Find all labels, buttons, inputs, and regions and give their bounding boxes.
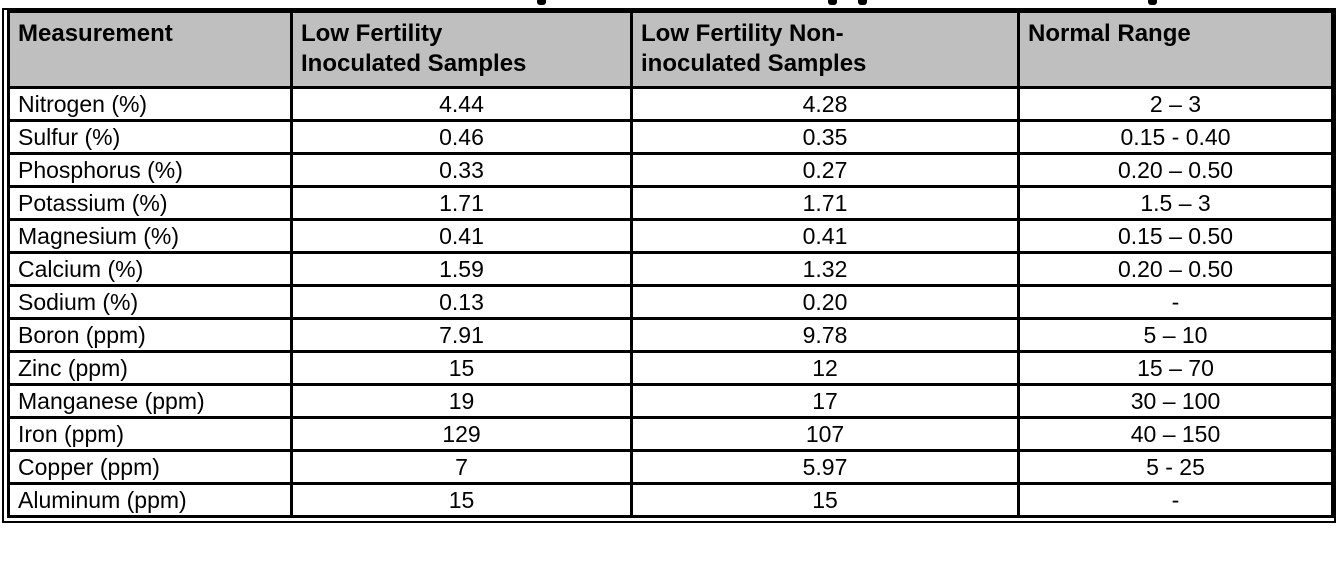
value-cell: 0.41 xyxy=(630,218,1020,254)
table-row: Nitrogen (%) 4.44 4.28 2 – 3 xyxy=(7,86,1334,122)
value-cell: 0.20 – 0.50 xyxy=(1017,152,1334,188)
measurement-cell: Magnesium (%) xyxy=(7,218,293,254)
value-cell: 5.97 xyxy=(630,449,1020,485)
table-row: Magnesium (%) 0.41 0.41 0.15 – 0.50 xyxy=(7,218,1334,254)
value-cell: 1.59 xyxy=(290,251,633,287)
column-header-line: Inoculated Samples xyxy=(301,50,527,77)
value-cell: 5 - 25 xyxy=(1017,449,1334,485)
value-cell: 1.71 xyxy=(630,185,1020,221)
value-cell: 0.33 xyxy=(290,152,633,188)
value-cell: 0.15 - 0.40 xyxy=(1017,119,1334,155)
value-cell: 0.27 xyxy=(630,152,1020,188)
value-cell: - xyxy=(1017,482,1334,518)
measurement-cell: Calcium (%) xyxy=(7,251,293,287)
value-cell: 0.15 – 0.50 xyxy=(1017,218,1334,254)
measurement-cell: Potassium (%) xyxy=(7,185,293,221)
column-header-line: Normal Range xyxy=(1028,20,1191,47)
value-cell: 0.41 xyxy=(290,218,633,254)
measurement-cell: Boron (ppm) xyxy=(7,317,293,353)
value-cell: 1.32 xyxy=(630,251,1020,287)
column-header-line: inoculated Samples xyxy=(641,50,867,77)
value-cell: 1.5 – 3 xyxy=(1017,185,1334,221)
value-cell: 107 xyxy=(630,416,1020,452)
value-cell: 0.35 xyxy=(630,119,1020,155)
value-cell: 7 xyxy=(290,449,633,485)
column-header-measurement: Measurement xyxy=(7,10,293,89)
value-cell: 12 xyxy=(630,350,1020,386)
measurement-cell: Nitrogen (%) xyxy=(7,86,293,122)
value-cell: 1.71 xyxy=(290,185,633,221)
value-cell: 0.13 xyxy=(290,284,633,320)
value-cell: 0.20 xyxy=(630,284,1020,320)
value-cell: 7.91 xyxy=(290,317,633,353)
column-header-line: Low Fertility Non- xyxy=(641,20,844,47)
column-header-low-fertility-non-inoculated: Low Fertility Non- inoculated Samples xyxy=(630,10,1020,89)
value-cell: 30 – 100 xyxy=(1017,383,1334,419)
value-cell: 4.28 xyxy=(630,86,1020,122)
measurement-cell: Iron (ppm) xyxy=(7,416,293,452)
clipped-title-descender-mark xyxy=(828,0,837,5)
value-cell: 5 – 10 xyxy=(1017,317,1334,353)
table-row: Calcium (%) 1.59 1.32 0.20 – 0.50 xyxy=(7,251,1334,287)
table-row: Zinc (ppm) 15 12 15 – 70 xyxy=(7,350,1334,386)
value-cell: 2 – 3 xyxy=(1017,86,1334,122)
clipped-title-descender-mark xyxy=(1148,0,1157,5)
value-cell: 9.78 xyxy=(630,317,1020,353)
measurement-cell: Sodium (%) xyxy=(7,284,293,320)
column-header-line: Low Fertility xyxy=(301,20,443,47)
table-row: Iron (ppm) 129 107 40 – 150 xyxy=(7,416,1334,452)
table-row: Phosphorus (%) 0.33 0.27 0.20 – 0.50 xyxy=(7,152,1334,188)
column-header-line: Measurement xyxy=(18,20,173,47)
table-body: Nitrogen (%) 4.44 4.28 2 – 3 Sulfur (%) 0.46 0… xyxy=(7,86,1334,518)
value-cell: 129 xyxy=(290,416,633,452)
clipped-title-descender-mark xyxy=(537,0,546,5)
table-row: Copper (ppm) 7 5.97 5 - 25 xyxy=(7,449,1334,485)
table-row: Potassium (%) 1.71 1.71 1.5 – 3 xyxy=(7,185,1334,221)
measurement-cell: Sulfur (%) xyxy=(7,119,293,155)
value-cell: 19 xyxy=(290,383,633,419)
column-header-normal-range: Normal Range xyxy=(1017,10,1334,89)
table-row: Aluminum (ppm) 15 15- xyxy=(7,482,1334,518)
value-cell: 0.46 xyxy=(290,119,633,155)
measurement-cell: Copper (ppm) xyxy=(7,449,293,485)
measurement-cell: Manganese (ppm) xyxy=(7,383,293,419)
table-row: Sodium (%) 0.13 0.20- xyxy=(7,284,1334,320)
measurement-cell: Zinc (ppm) xyxy=(7,350,293,386)
value-cell: 15 xyxy=(630,482,1020,518)
measurement-cell: Phosphorus (%) xyxy=(7,152,293,188)
value-cell: 15 xyxy=(290,350,633,386)
value-cell: - xyxy=(1017,284,1334,320)
value-cell: 40 – 150 xyxy=(1017,416,1334,452)
clipped-title-descender-mark xyxy=(858,0,867,5)
value-cell: 15 – 70 xyxy=(1017,350,1334,386)
value-cell: 0.20 – 0.50 xyxy=(1017,251,1334,287)
column-header-low-fertility-inoculated: Low Fertility Inoculated Samples xyxy=(290,10,633,89)
value-cell: 4.44 xyxy=(290,86,633,122)
table-row: Manganese (ppm) 19 17 30 – 100 xyxy=(7,383,1334,419)
table-row: Sulfur (%) 0.46 0.35 0.15 - 0.40 xyxy=(7,119,1334,155)
measurement-cell: Aluminum (ppm) xyxy=(7,482,293,518)
value-cell: 15 xyxy=(290,482,633,518)
table-row: Boron (ppm) 7.91 9.78 5 – 10 xyxy=(7,317,1334,353)
nutrient-analysis-table: Measurement Low Fertility Inoculated Sam… xyxy=(7,10,1334,518)
value-cell: 17 xyxy=(630,383,1020,419)
table-header-row: Measurement Low Fertility Inoculated Sam… xyxy=(7,10,1334,89)
nutrient-analysis-table-frame: Measurement Low Fertility Inoculated Sam… xyxy=(2,8,1336,523)
